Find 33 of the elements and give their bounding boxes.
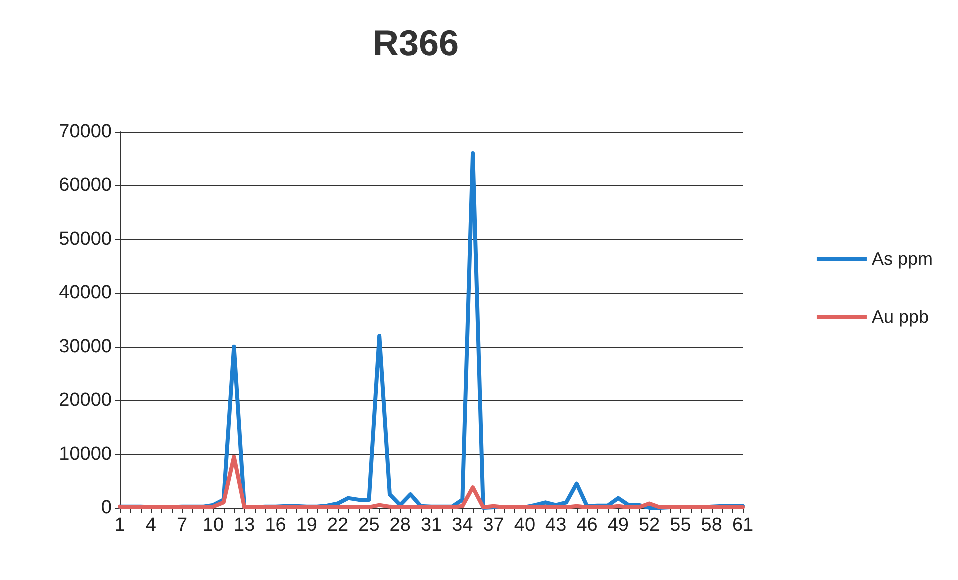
x-tick-label: 34: [452, 515, 474, 536]
x-tick-label: 52: [638, 515, 660, 536]
x-tick-label: 1: [114, 515, 126, 536]
y-tick-label: 20000: [59, 390, 112, 412]
x-tick-label: 13: [234, 515, 256, 536]
x-tick-label: 55: [670, 515, 692, 536]
x-tick-label: 4: [146, 515, 157, 536]
y-tick-label: 70000: [59, 122, 112, 142]
x-tick-label: 37: [483, 515, 504, 536]
x-tick-label: 43: [546, 515, 567, 536]
x-tick-label: 19: [296, 515, 318, 536]
x-tick-label: 10: [202, 515, 224, 536]
y-tick-label: 60000: [59, 175, 112, 196]
x-tick-label: 7: [177, 515, 188, 536]
x-tick-label: 16: [265, 515, 286, 536]
legend-label: As ppm: [872, 249, 934, 269]
x-tick-label: 22: [327, 515, 349, 536]
legend-label: Au ppb: [872, 307, 930, 327]
x-tick-label: 25: [358, 515, 380, 536]
x-tick-label: 31: [420, 515, 442, 536]
x-tick-label: 28: [390, 515, 411, 536]
y-tick-label: 10000: [59, 444, 112, 465]
x-tick-label: 49: [608, 515, 629, 536]
y-tick-label: 30000: [59, 336, 112, 358]
x-tick-label: 61: [732, 515, 754, 536]
y-tick-label: 40000: [59, 282, 112, 304]
chart-title: R366: [373, 22, 460, 64]
line-series: [118, 454, 745, 510]
x-tick-label: 40: [514, 515, 536, 536]
x-tick-label: 46: [576, 515, 598, 536]
y-tick-label: 50000: [59, 228, 112, 250]
x-tick-label: 58: [701, 515, 722, 536]
y-tick-label: 0: [101, 498, 112, 518]
